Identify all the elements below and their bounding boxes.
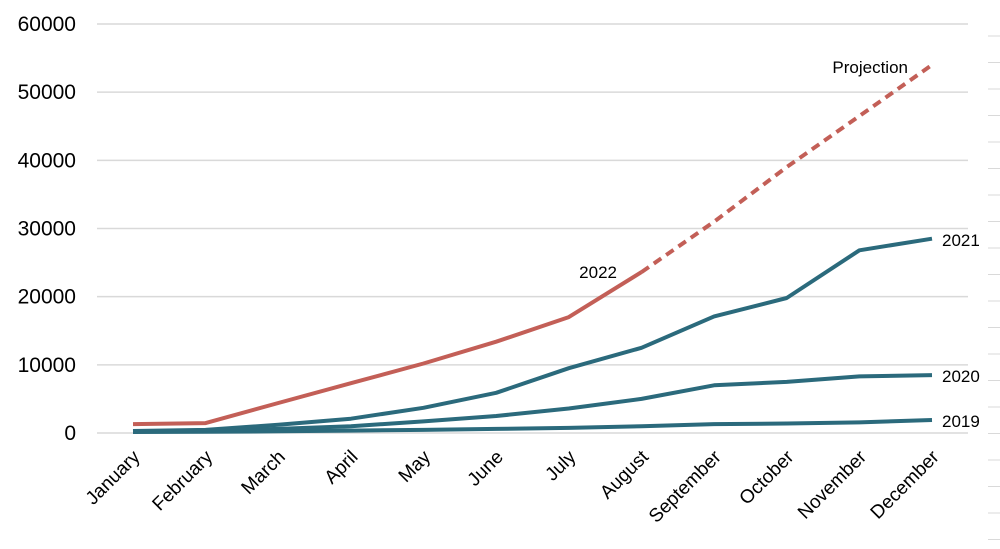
y-tick-label: 40000	[18, 149, 76, 172]
series-line-2019	[132, 418, 933, 434]
series-line-projection	[640, 63, 934, 274]
x-tick-label: June	[464, 447, 508, 491]
y-axis-ticks: 0 10000 20000 30000 40000 50000 60000	[18, 13, 76, 445]
x-tick-label: October	[736, 446, 799, 509]
series-line-2020	[132, 373, 933, 434]
y-tick-label: 60000	[18, 13, 76, 36]
series-labels: 2019 2020 2021 2022 Projection	[579, 58, 980, 431]
y-tick-label: 30000	[18, 218, 76, 241]
x-tick-label: November	[794, 446, 871, 523]
x-tick-label: March	[238, 447, 290, 499]
x-tick-label: December	[867, 446, 944, 523]
series-line-2022	[132, 270, 643, 427]
x-tick-label: April	[321, 447, 363, 489]
y-tick-label: 10000	[18, 354, 76, 377]
series-label-2020: 2020	[942, 367, 980, 386]
series-label-2022: 2022	[579, 263, 617, 282]
x-tick-label: August	[596, 446, 653, 503]
x-tick-label: January	[82, 446, 145, 509]
series-lines	[132, 63, 934, 434]
x-axis-ticks: January February March April May June July Augu…	[82, 446, 944, 527]
series-label-projection: Projection	[832, 58, 908, 77]
x-tick-label: May	[395, 446, 436, 487]
gridlines	[97, 23, 968, 434]
right-edge-ticks	[988, 35, 1000, 540]
series-label-2021: 2021	[942, 231, 980, 250]
y-tick-label: 50000	[18, 81, 76, 104]
series-line-2021	[132, 236, 933, 433]
x-tick-label: September	[645, 446, 726, 527]
x-tick-label: February	[149, 446, 218, 515]
series-label-2019: 2019	[942, 412, 980, 431]
x-tick-label: July	[542, 446, 581, 485]
y-tick-label: 0	[64, 422, 76, 445]
y-tick-label: 20000	[18, 286, 76, 309]
